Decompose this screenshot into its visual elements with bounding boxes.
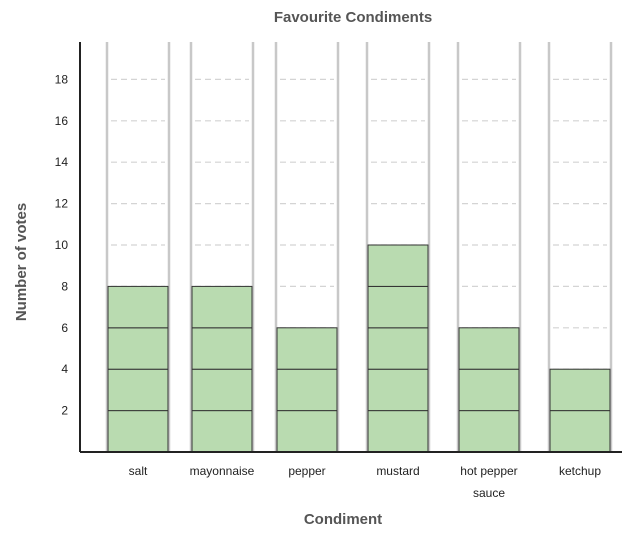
y-axis-title: Number of votes [13,203,30,321]
bar-block-salt [107,327,169,370]
bar-block-mustard [367,244,429,287]
bar-block-mayonnaise [191,327,253,370]
bar-block-salt [107,410,169,453]
bar-block-hot-pepper-sauce [458,410,520,453]
x-axis-title: Condiment [304,511,382,528]
y-tick-label: 12 [55,197,69,211]
y-tick-label: 2 [61,404,68,418]
bar-block-hot-pepper-sauce [458,368,520,412]
bar-block-ketchup [549,410,611,453]
y-tick-label: 4 [61,362,68,376]
bar-block-mayonnaise [191,285,253,329]
y-tick-label: 18 [55,72,69,86]
x-category-label: pepper [288,464,325,478]
x-category-label: mayonnaise [190,464,255,478]
y-tick-label: 8 [61,279,68,293]
x-category-label: ketchup [559,464,601,478]
bar-block-mustard [367,410,429,453]
y-tick-label: 16 [55,114,69,128]
bar-block-mustard [367,327,429,370]
x-category-label: mustard [376,464,419,478]
bar-block-pepper [276,368,338,412]
x-category-label: sauce [473,486,505,500]
x-category-label: salt [129,464,148,478]
bar-block-hot-pepper-sauce [458,327,520,370]
y-tick-label: 14 [55,155,69,169]
bar-block-mustard [367,368,429,412]
bar-block-pepper [276,327,338,370]
bar-block-mayonnaise [191,410,253,453]
chart-title: Favourite Condiments [274,9,432,26]
bar-block-mayonnaise [191,368,253,412]
bar-block-ketchup [549,368,611,412]
plot-area: 2 4 6 8 10 12 14 16 18 salt mayonnaise pepper mustar… [55,42,622,500]
bar-block-mustard [367,285,429,329]
y-tick-label: 6 [61,321,68,335]
bar-block-pepper [276,410,338,453]
y-tick-label: 10 [55,238,69,252]
bar-block-salt [107,285,169,329]
bar-block-salt [107,368,169,412]
x-category-label: hot pepper [460,464,517,478]
